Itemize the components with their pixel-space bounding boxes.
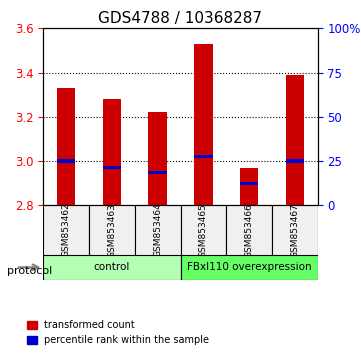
Title: GDS4788 / 10368287: GDS4788 / 10368287 (99, 11, 262, 26)
Bar (194, 155, 213, 158)
FancyBboxPatch shape (43, 255, 180, 280)
Text: protocol: protocol (7, 266, 52, 276)
Bar (103, 166, 121, 169)
Text: control: control (94, 262, 130, 272)
FancyBboxPatch shape (135, 205, 180, 255)
Bar (194, 44, 213, 205)
Text: GSM853466: GSM853466 (245, 202, 253, 258)
Text: GSM853465: GSM853465 (199, 202, 208, 258)
Bar (57, 88, 75, 205)
Bar (148, 113, 167, 205)
Bar (240, 182, 258, 185)
Text: GSM853467: GSM853467 (290, 202, 299, 258)
Bar (57, 159, 75, 162)
FancyBboxPatch shape (226, 205, 272, 255)
FancyBboxPatch shape (180, 255, 318, 280)
Bar (286, 75, 304, 205)
Legend: transformed count, percentile rank within the sample: transformed count, percentile rank withi… (23, 316, 213, 349)
FancyBboxPatch shape (180, 205, 226, 255)
Text: FBxl110 overexpression: FBxl110 overexpression (187, 262, 312, 272)
Bar (103, 99, 121, 205)
FancyBboxPatch shape (89, 205, 135, 255)
Bar (286, 159, 304, 162)
Text: GSM853462: GSM853462 (62, 203, 71, 257)
FancyBboxPatch shape (43, 205, 89, 255)
Text: GSM853463: GSM853463 (108, 202, 116, 258)
Text: GSM853464: GSM853464 (153, 203, 162, 257)
Bar (148, 171, 167, 174)
FancyBboxPatch shape (272, 205, 318, 255)
Bar (240, 168, 258, 205)
